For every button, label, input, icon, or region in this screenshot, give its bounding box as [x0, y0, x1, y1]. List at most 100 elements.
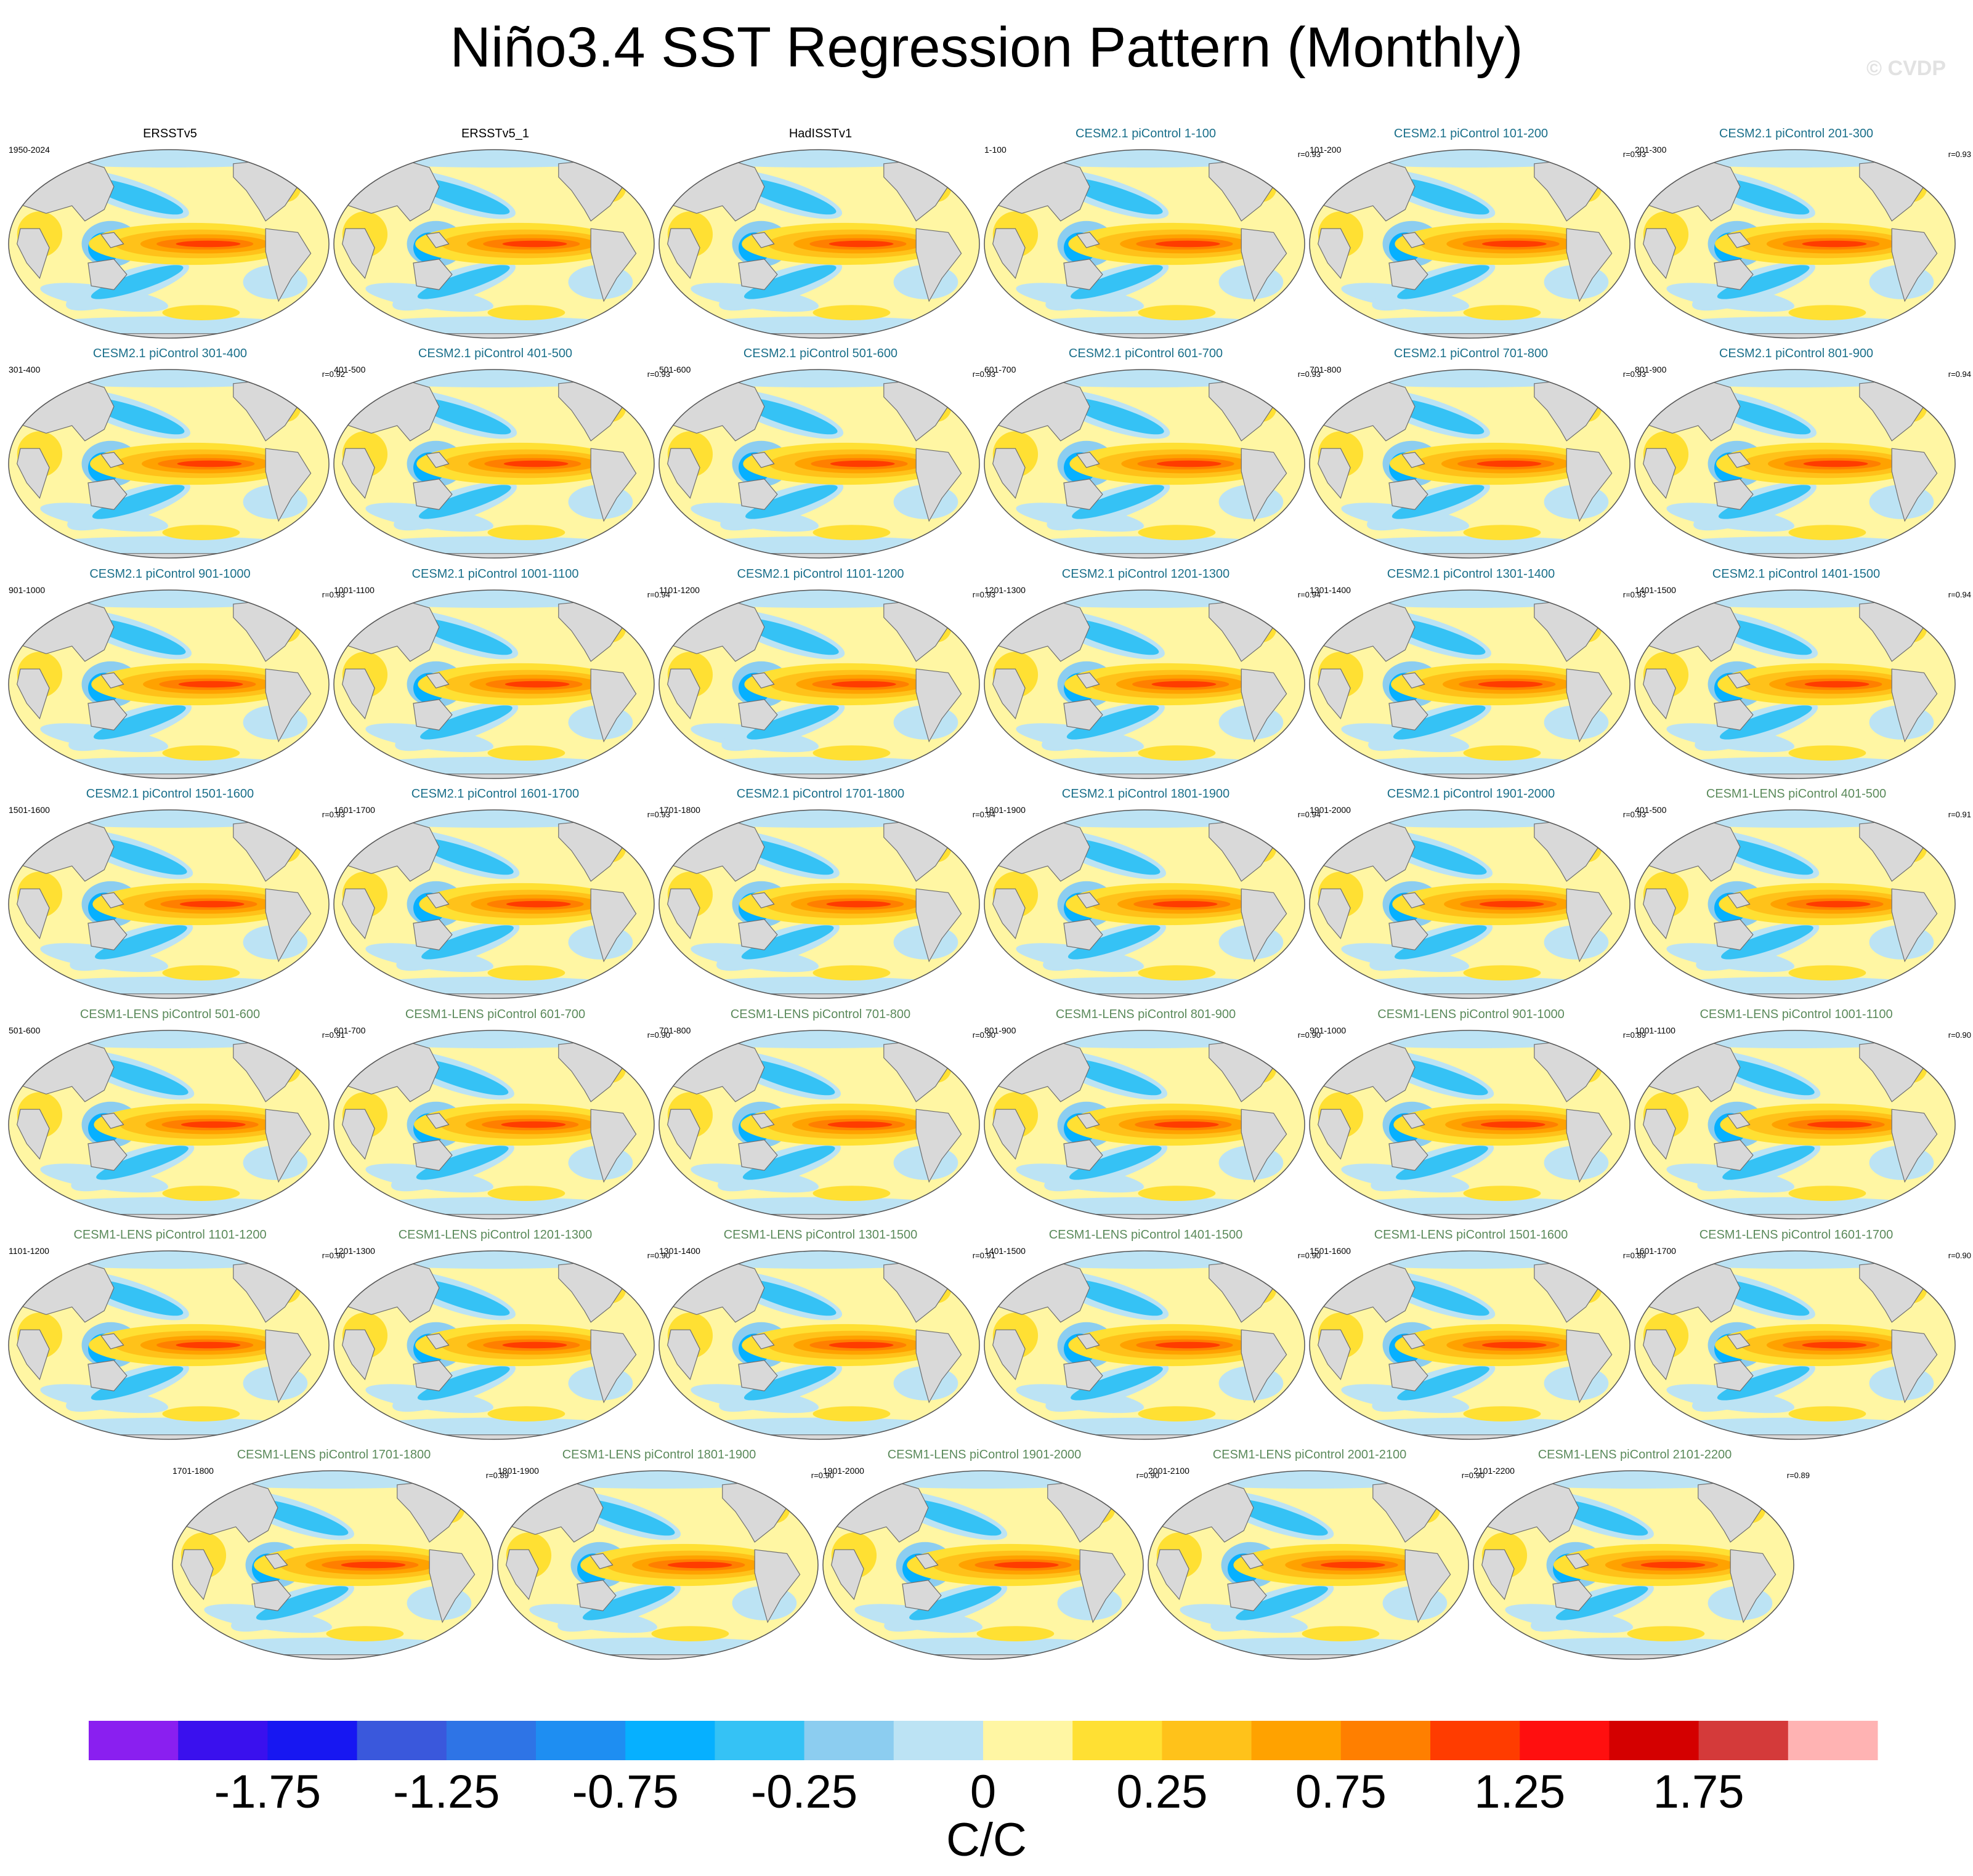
south-pacific-warm-patch: [1788, 305, 1866, 320]
sst-map: [8, 809, 330, 999]
map-outline: [1634, 369, 1956, 559]
map-outline: [1309, 149, 1631, 339]
sst-map: [984, 1030, 1305, 1219]
arctic-cool-band: [1473, 1471, 1794, 1489]
land-australia: [1063, 479, 1103, 511]
colorbar-tick-label: -0.75: [572, 1766, 679, 1818]
land-maritime-islands: [750, 451, 775, 468]
map-panel: CESM2.1 piControl 1401-1500 1401-1500 r=0.…: [1634, 567, 1971, 785]
land-australia: [738, 1139, 778, 1171]
land-australia: [413, 699, 453, 731]
map-panel: CESM2.1 piControl 1801-1900 1801-1900 r=0.…: [983, 786, 1321, 1005]
land-maritime-islands: [1726, 451, 1751, 468]
panel-period-label: 1301-1400: [659, 1246, 700, 1256]
land-africa-tip: [992, 228, 1026, 280]
map-outline: [497, 1470, 819, 1660]
south-pacific-warm-patch: [1788, 1186, 1866, 1201]
south-pacific-cool-arm: [1717, 1366, 1810, 1401]
map-outline: [1473, 1470, 1794, 1660]
equatorial-warm-core: [1640, 1561, 1706, 1569]
arctic-cool-band: [984, 1251, 1305, 1269]
panel-title: CESM2.1 piControl 1401-1500: [1712, 567, 1881, 581]
south-pacific-warm-patch: [1788, 745, 1866, 761]
map-outline: [984, 809, 1305, 999]
land-south-america: [1241, 1329, 1287, 1404]
land-africa-tip: [342, 888, 375, 940]
land-africa-tip: [17, 228, 50, 280]
land-australia: [1063, 1360, 1103, 1392]
land-africa-tip: [17, 448, 50, 499]
map-outline: [1634, 809, 1956, 999]
land-australia: [1388, 259, 1428, 291]
sst-map: [333, 809, 655, 999]
map-panel: CESM1-LENS piControl 701-800 701-800 r=0.9…: [658, 1007, 995, 1226]
sst-map: [8, 369, 330, 559]
sst-map: [1309, 809, 1631, 999]
sst-map: [8, 149, 330, 339]
colorbar-box: [804, 1721, 894, 1760]
south-pacific-cool-arm: [1392, 485, 1485, 519]
sst-map: [8, 1250, 330, 1440]
panel-correlation-label: r=0.93: [972, 370, 995, 379]
land-south-america: [1079, 1549, 1126, 1623]
map-panel: CESM1-LENS piControl 1501-1600 1501-1600 r…: [1308, 1227, 1646, 1446]
panel-correlation-label: r=0.94: [1297, 810, 1321, 819]
arctic-cool-band: [498, 1471, 818, 1489]
south-pacific-warm-patch: [326, 1626, 404, 1641]
map-panel: CESM2.1 piControl 1101-1200 1101-1200 r=0.…: [658, 567, 995, 785]
panel-period-label: 101-200: [1310, 145, 1342, 155]
equatorial-warm-core: [176, 1341, 241, 1349]
panel-title: CESM1-LENS piControl 1801-1900: [562, 1448, 756, 1462]
panel-period-label: 901-1000: [1310, 1025, 1347, 1035]
south-pacific-warm-patch: [976, 1626, 1055, 1641]
panel-title: CESM1-LENS piControl 2001-2100: [1212, 1448, 1407, 1462]
arctic-cool-band: [1310, 1030, 1630, 1049]
panel-correlation-label: r=0.89: [1786, 1471, 1810, 1480]
south-pacific-cool-arm: [420, 705, 512, 740]
land-south-america: [915, 228, 962, 302]
map-panel: CESM2.1 piControl 601-700 601-700 r=0.93: [983, 346, 1321, 565]
colorbar-box: [89, 1721, 179, 1760]
panel-correlation-label: r=0.93: [1623, 810, 1646, 819]
equatorial-warm-core: [1481, 240, 1547, 248]
south-pacific-warm-patch: [1788, 525, 1866, 540]
land-maritime-islands: [425, 1333, 450, 1349]
land-maritime-islands: [100, 232, 124, 248]
panel-title: CESM2.1 piControl 1501-1600: [86, 787, 254, 801]
sst-map: [333, 369, 655, 559]
map-panel: CESM1-LENS piControl 801-900 801-900 r=0.9…: [983, 1007, 1321, 1226]
panel-period-label: 2001-2100: [1148, 1466, 1189, 1476]
land-south-america: [1241, 888, 1287, 963]
map-outline: [333, 149, 655, 339]
land-maritime-islands: [425, 232, 450, 248]
panel-correlation-label: r=0.93: [1623, 150, 1646, 159]
panel-period-label: 301-400: [9, 365, 41, 374]
colorbar-box: [715, 1721, 805, 1760]
south-pacific-cool-arm: [742, 1146, 835, 1180]
colorbar-box: [893, 1721, 984, 1760]
land-maritime-islands: [1401, 1112, 1425, 1129]
land-australia: [413, 919, 453, 951]
map-panel: CESM2.1 piControl 1001-1100 1001-1100 r=0.…: [333, 567, 670, 785]
map-panel: CESM2.1 piControl 201-300 201-300 r=0.93: [1634, 126, 1971, 345]
arctic-cool-band: [9, 810, 329, 828]
sst-map: [984, 809, 1305, 999]
colorbar: -1.75 -1.25 -0.75 -0.25 0 0.25 0.75 1.25 1.75 C/…: [0, 1712, 1973, 1876]
colorbar-box: [267, 1721, 358, 1760]
map-panel: CESM2.1 piControl 1701-1800 1701-1800 r=0.…: [658, 786, 995, 1005]
land-maritime-islands: [1076, 892, 1100, 908]
panel-correlation-label: r=0.91: [1948, 810, 1971, 819]
land-australia: [251, 1580, 291, 1612]
panel-title: CESM2.1 piControl 701-800: [1393, 347, 1549, 360]
land-south-america: [915, 668, 962, 743]
arctic-cool-band: [334, 1030, 654, 1049]
equatorial-warm-core: [1802, 240, 1867, 248]
sst-map: [984, 369, 1305, 559]
sst-map: [984, 1250, 1305, 1440]
north-pacific-cool-arm: [1229, 1498, 1328, 1536]
map-panel: CESM1-LENS piControl 2101-2200 2101-2200 r…: [1472, 1447, 1810, 1666]
land-africa-tip: [17, 1329, 50, 1381]
south-pacific-cool-arm: [1397, 265, 1489, 299]
arctic-cool-band: [1310, 150, 1630, 168]
land-south-america: [590, 668, 637, 743]
